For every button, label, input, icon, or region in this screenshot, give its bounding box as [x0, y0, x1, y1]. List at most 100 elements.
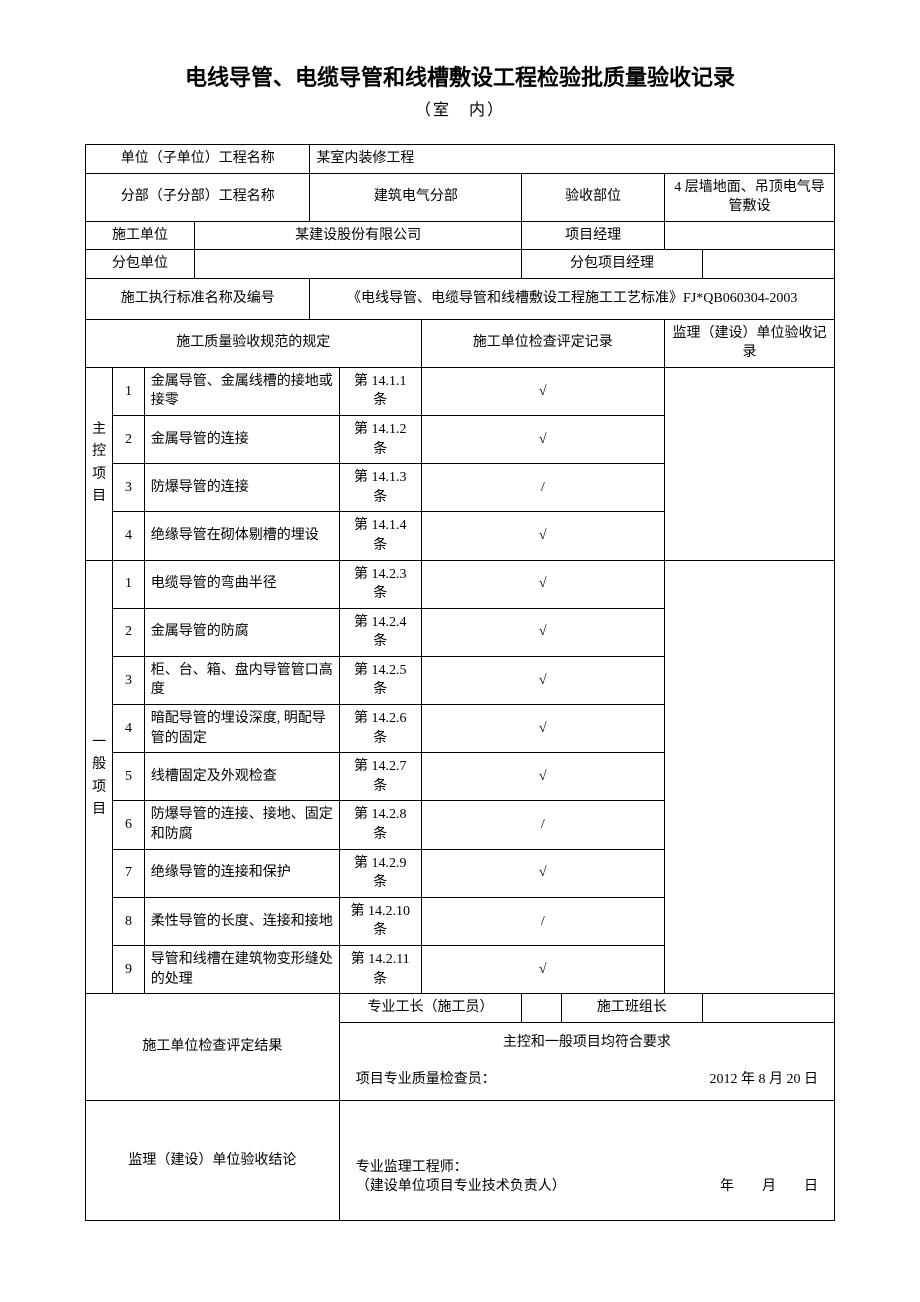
accept-part-label: 验收部位 — [522, 173, 665, 221]
row-record: / — [421, 464, 664, 512]
unit-project-label: 单位（子单位）工程名称 — [86, 145, 310, 174]
engineer-label: 专业监理工程师： — [356, 1158, 818, 1178]
row-num: 3 — [113, 464, 144, 512]
row-num: 3 — [113, 656, 144, 704]
row-record: √ — [421, 705, 664, 753]
pm-label: 项目经理 — [522, 221, 665, 250]
conclusion-label: 监理（建设）单位验收结论 — [86, 1100, 340, 1220]
row-clause: 第 14.2.3 条 — [339, 560, 421, 608]
row-desc: 柔性导管的长度、连接和接地 — [144, 897, 339, 945]
table-row: 施工单位检查评定结果 专业工长（施工员） 施工班组长 — [86, 994, 835, 1023]
constr-unit-label: 施工单位 — [86, 221, 195, 250]
row-num: 4 — [113, 705, 144, 753]
std-value: 《电线导管、电缆导管和线槽敷设工程施工工艺标准》FJ*QB060304-2003 — [310, 278, 835, 319]
row-desc: 金属导管的防腐 — [144, 608, 339, 656]
row-num: 1 — [113, 560, 144, 608]
document-subtitle: （室 内） — [85, 96, 835, 120]
row-num: 8 — [113, 897, 144, 945]
result-label: 施工单位检查评定结果 — [86, 994, 340, 1101]
row-record: √ — [421, 656, 664, 704]
result-date: 2012 年 8 月 20 日 — [710, 1070, 819, 1090]
owner-label: （建设单位项目专业技术负责人） — [356, 1177, 566, 1197]
subcon-value — [195, 250, 522, 279]
row-record: √ — [421, 415, 664, 463]
result-text: 主控和一般项目均符合要求 — [356, 1033, 818, 1053]
row-desc: 绝缘导管在砌体剔槽的埋设 — [144, 512, 339, 560]
result-block: 主控和一般项目均符合要求 项目专业质量检查员： 2012 年 8 月 20 日 — [339, 1022, 834, 1100]
row-num: 2 — [113, 415, 144, 463]
section1-label: 主控项目 — [86, 367, 113, 560]
row-desc: 柜、台、箱、盘内导管管口高度 — [144, 656, 339, 704]
row-num: 4 — [113, 512, 144, 560]
row-record: √ — [421, 849, 664, 897]
row-desc: 绝缘导管的连接和保护 — [144, 849, 339, 897]
row-clause: 第 14.1.3 条 — [339, 464, 421, 512]
row-desc: 电缆导管的弯曲半径 — [144, 560, 339, 608]
row-clause: 第 14.2.10 条 — [339, 897, 421, 945]
row-record: √ — [421, 608, 664, 656]
row-desc: 暗配导管的埋设深度, 明配导管的固定 — [144, 705, 339, 753]
row-clause: 第 14.2.11 条 — [339, 946, 421, 994]
spec-header: 施工质量验收规范的规定 — [86, 319, 422, 367]
row-clause: 第 14.1.2 条 — [339, 415, 421, 463]
foreman-label: 专业工长（施工员） — [339, 994, 522, 1023]
sub-project-label: 分部（子分部）工程名称 — [86, 173, 310, 221]
accept-part-value: 4 层墙地面、吊顶电气导管敷设 — [664, 173, 834, 221]
unit-project-value: 某室内装修工程 — [310, 145, 835, 174]
table-row: 施工质量验收规范的规定 施工单位检查评定记录 监理（建设）单位验收记录 — [86, 319, 835, 367]
row-clause: 第 14.2.5 条 — [339, 656, 421, 704]
team-leader-label: 施工班组长 — [562, 994, 703, 1023]
row-record: √ — [421, 512, 664, 560]
row-desc: 金属导管、金属线槽的接地或接零 — [144, 367, 339, 415]
constr-unit-value: 某建设股份有限公司 — [195, 221, 522, 250]
row-desc: 导管和线槽在建筑物变形缝处的处理 — [144, 946, 339, 994]
subcon-pm-value — [702, 250, 834, 279]
row-clause: 第 14.2.7 条 — [339, 753, 421, 801]
row-clause: 第 14.2.4 条 — [339, 608, 421, 656]
document-title: 电线导管、电缆导管和线槽敷设工程检验批质量验收记录 — [85, 60, 835, 92]
row-record: / — [421, 801, 664, 849]
sub-project-value: 建筑电气分部 — [310, 173, 522, 221]
row-num: 5 — [113, 753, 144, 801]
supervise-cell — [664, 560, 834, 994]
row-num: 1 — [113, 367, 144, 415]
subcon-label: 分包单位 — [86, 250, 195, 279]
inspector-label: 项目专业质量检查员： — [356, 1070, 496, 1090]
table-row: 分包单位 分包项目经理 — [86, 250, 835, 279]
row-desc: 防爆导管的连接 — [144, 464, 339, 512]
record-header: 施工单位检查评定记录 — [421, 319, 664, 367]
table-row: 施工单位 某建设股份有限公司 项目经理 — [86, 221, 835, 250]
conclusion-block: 专业监理工程师： （建设单位项目专业技术负责人） 年 月 日 — [339, 1100, 834, 1220]
row-num: 7 — [113, 849, 144, 897]
section2-label: 一般项目 — [86, 560, 113, 994]
supervise-header: 监理（建设）单位验收记录 — [664, 319, 834, 367]
row-record: √ — [421, 753, 664, 801]
conclusion-date: 年 月 日 — [720, 1177, 818, 1197]
team-leader-value — [702, 994, 834, 1023]
row-desc: 金属导管的连接 — [144, 415, 339, 463]
row-record: √ — [421, 560, 664, 608]
row-desc: 防爆导管的连接、接地、固定和防腐 — [144, 801, 339, 849]
table-row: 单位（子单位）工程名称 某室内装修工程 — [86, 145, 835, 174]
table-row: 一般项目 1 电缆导管的弯曲半径 第 14.2.3 条 √ — [86, 560, 835, 608]
row-record: √ — [421, 946, 664, 994]
table-row: 施工执行标准名称及编号 《电线导管、电缆导管和线槽敷设工程施工工艺标准》FJ*Q… — [86, 278, 835, 319]
supervise-cell — [664, 367, 834, 560]
row-num: 9 — [113, 946, 144, 994]
row-num: 6 — [113, 801, 144, 849]
row-clause: 第 14.2.8 条 — [339, 801, 421, 849]
table-row: 主控项目 1 金属导管、金属线槽的接地或接零 第 14.1.1 条 √ — [86, 367, 835, 415]
table-row: 分部（子分部）工程名称 建筑电气分部 验收部位 4 层墙地面、吊顶电气导管敷设 — [86, 173, 835, 221]
row-num: 2 — [113, 608, 144, 656]
table-row: 监理（建设）单位验收结论 专业监理工程师： （建设单位项目专业技术负责人） 年 … — [86, 1100, 835, 1220]
row-clause: 第 14.2.9 条 — [339, 849, 421, 897]
row-record: √ — [421, 367, 664, 415]
row-desc: 线槽固定及外观检查 — [144, 753, 339, 801]
row-clause: 第 14.1.4 条 — [339, 512, 421, 560]
subcon-pm-label: 分包项目经理 — [522, 250, 702, 279]
foreman-value — [522, 994, 562, 1023]
pm-value — [664, 221, 834, 250]
std-label: 施工执行标准名称及编号 — [86, 278, 310, 319]
inspection-table: 单位（子单位）工程名称 某室内装修工程 分部（子分部）工程名称 建筑电气分部 验… — [85, 144, 835, 1221]
row-record: / — [421, 897, 664, 945]
